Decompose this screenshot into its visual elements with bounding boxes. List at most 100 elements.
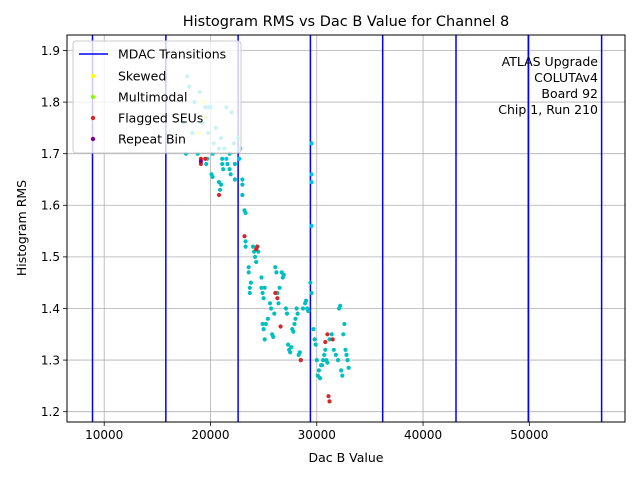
y-tick-label: 1.9: [41, 44, 60, 58]
data-point-normal: [243, 239, 248, 244]
data-point-normal: [320, 363, 325, 368]
data-point-normal: [341, 332, 346, 337]
data-point-normal: [306, 309, 311, 314]
data-point-normal: [254, 259, 259, 265]
data-point-normal: [210, 174, 215, 179]
legend-box: [72, 40, 242, 154]
data-point-flagged: [327, 399, 332, 404]
data-point-normal: [225, 161, 230, 167]
data-point-normal: [284, 311, 290, 316]
axis-ticks: 10000 20000 30000 40000 50000 1.2 1.3 1.4 1.5 1.6…: [41, 44, 549, 442]
y-axis-label: Histogram RMS: [14, 180, 29, 276]
data-point-normal: [312, 337, 317, 342]
data-point-normal: [289, 345, 294, 350]
data-point-normal: [267, 301, 273, 306]
data-point-normal: [317, 376, 323, 381]
data-point-normal: [346, 365, 351, 370]
data-point-normal: [325, 360, 330, 365]
data-point-normal: [263, 321, 268, 327]
data-point-normal: [232, 177, 237, 182]
data-point-flagged: [330, 337, 335, 342]
data-point-normal: [253, 254, 258, 259]
data-point-normal: [323, 347, 328, 352]
data-point-normal: [342, 321, 347, 327]
y-tick-label: 1.2: [41, 405, 60, 419]
data-point-normal: [327, 337, 332, 342]
data-point-normal: [345, 358, 350, 363]
data-point-normal: [340, 373, 345, 378]
data-point-normal: [220, 161, 225, 167]
y-tick-label: 1.8: [41, 95, 60, 109]
data-point-normal: [343, 347, 348, 352]
annotation-line-4: Chip 1, Run 210: [498, 102, 598, 117]
data-point-normal: [321, 358, 326, 363]
data-point-normal: [240, 182, 245, 187]
data-point-normal: [283, 306, 288, 311]
x-tick-label: 20000: [191, 428, 229, 442]
data-point-normal: [243, 210, 248, 216]
data-point-flagged: [325, 332, 330, 337]
data-point-normal: [331, 347, 336, 352]
data-point-high_mode: [309, 180, 314, 185]
y-tick-label: 1.6: [41, 199, 60, 213]
data-point-normal: [314, 358, 319, 363]
data-point-high_mode: [224, 156, 229, 161]
legend-multimodal-marker: [90, 94, 96, 100]
data-point-normal: [276, 301, 281, 306]
data-point-normal: [204, 161, 209, 167]
legend: MDAC Transitions Skewed Multimodal Flagg…: [72, 40, 242, 154]
data-point-flagged: [298, 358, 303, 363]
y-tick-label: 1.5: [41, 250, 60, 264]
data-point-normal: [286, 342, 291, 347]
data-point-normal: [335, 358, 341, 363]
x-tick-label: 50000: [510, 428, 548, 442]
data-point-normal: [261, 296, 266, 301]
x-axis-label: Dac B Value: [308, 450, 383, 465]
data-point-flagged: [216, 192, 222, 198]
data-point-normal: [300, 306, 306, 311]
data-point-normal: [308, 280, 313, 285]
data-point-normal: [246, 265, 251, 270]
data-point-normal: [247, 285, 252, 290]
annotation-line-2: COLUTAv4: [534, 70, 598, 85]
data-point-normal: [322, 352, 327, 357]
y-tick-label: 1.4: [41, 302, 60, 316]
data-point-normal: [246, 270, 251, 275]
plot-frame: [66, 34, 626, 423]
data-point-high_mode: [309, 223, 314, 228]
data-point-flagged: [326, 394, 331, 399]
data-point-normal: [311, 327, 316, 332]
data-point-normal: [288, 350, 293, 355]
legend-label-multimodal: Multimodal: [118, 90, 187, 105]
data-point-normal: [243, 244, 248, 249]
x-tick-label: 30000: [298, 428, 336, 442]
data-point-normal: [304, 298, 309, 303]
run-annotation: ATLAS Upgrade COLUTAv4 Board 92 Chip 1, …: [498, 54, 598, 117]
x-tick-label: 10000: [85, 428, 123, 442]
data-point-high_mode: [237, 156, 242, 161]
data-point-normal: [338, 303, 343, 308]
data-point-normal: [309, 290, 314, 296]
y-tick-label: 1.7: [41, 147, 60, 161]
data-point-normal: [260, 321, 265, 327]
data-point-normal: [297, 350, 302, 355]
legend-label-skewed: Skewed: [118, 69, 166, 84]
data-points: [181, 74, 351, 404]
data-point-normal: [291, 329, 296, 334]
data-point-normal: [250, 244, 256, 249]
data-point-normal: [240, 177, 245, 182]
legend-skewed-marker: [90, 73, 96, 79]
data-point-normal: [277, 285, 282, 290]
data-point-flagged: [255, 244, 260, 249]
data-point-normal: [227, 167, 232, 172]
chart-title: Histogram RMS vs Dac B Value for Channel…: [183, 14, 510, 30]
data-point-normal: [269, 306, 274, 311]
data-point-normal: [294, 306, 299, 311]
data-point-normal: [344, 352, 349, 357]
data-point-normal: [259, 285, 264, 290]
data-point-normal: [265, 316, 270, 321]
legend-flagged-marker: [90, 115, 96, 121]
data-point-normal: [316, 368, 321, 373]
data-point-normal: [228, 172, 233, 177]
